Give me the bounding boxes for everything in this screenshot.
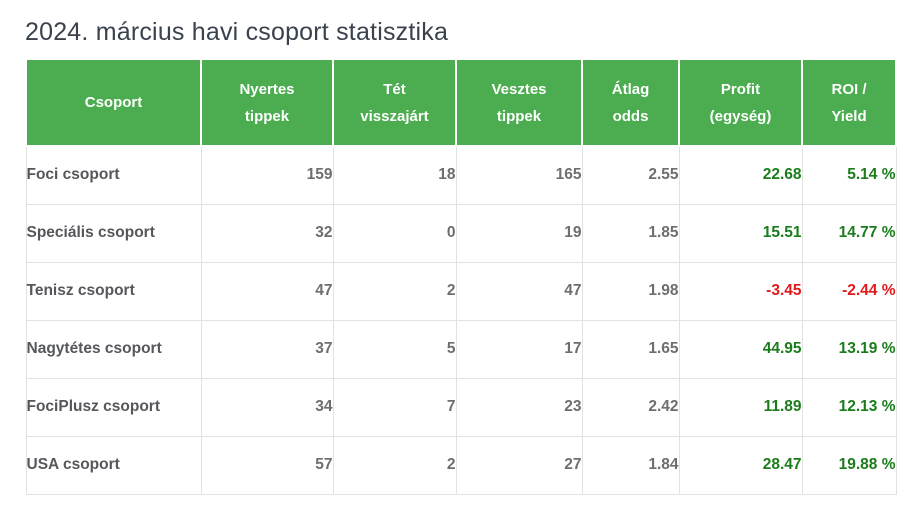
table-row-foci: Foci csoport 159 18 165 2.55 22.68 5.14 … [25, 145, 897, 205]
cell-profit: 11.89 [678, 377, 803, 437]
table-header: Csoport Nyertes tippek Tét visszajárt Ve… [25, 58, 897, 147]
group-statistics-table: Csoport Nyertes tippek Tét visszajárt Ve… [25, 58, 897, 495]
cell-profit: 15.51 [678, 203, 803, 263]
cell-roi: -2.44 % [801, 261, 897, 321]
cell-lost-tips: 17 [455, 319, 583, 379]
cell-avg-odds: 1.84 [581, 435, 680, 495]
cell-group-name: Speciális csoport [25, 203, 202, 263]
table-row-nagytetes: Nagytétes csoport 37 5 17 1.65 44.95 13.… [25, 319, 897, 379]
table-row-specialis: Speciális csoport 32 0 19 1.85 15.51 14.… [25, 203, 897, 263]
cell-group-name: Tenisz csoport [25, 261, 202, 321]
cell-roi: 5.14 % [801, 145, 897, 205]
cell-stake-returned: 7 [332, 377, 457, 437]
header-cell-nyertes-tippek: Nyertes tippek [200, 58, 334, 147]
cell-lost-tips: 47 [455, 261, 583, 321]
table-body: Foci csoport 159 18 165 2.55 22.68 5.14 … [25, 145, 897, 495]
cell-lost-tips: 19 [455, 203, 583, 263]
header-cell-vesztes-tippek: Vesztes tippek [455, 58, 583, 147]
table-row-usa: USA csoport 57 2 27 1.84 28.47 19.88 % [25, 435, 897, 495]
cell-won-tips: 34 [200, 377, 334, 437]
cell-group-name: USA csoport [25, 435, 202, 495]
cell-avg-odds: 1.98 [581, 261, 680, 321]
cell-avg-odds: 1.85 [581, 203, 680, 263]
header-cell-profit: Profit (egység) [678, 58, 803, 147]
content-area: 2024. március havi csoport statisztika C… [25, 18, 897, 495]
cell-stake-returned: 2 [332, 435, 457, 495]
cell-avg-odds: 2.55 [581, 145, 680, 205]
cell-stake-returned: 5 [332, 319, 457, 379]
cell-profit: 44.95 [678, 319, 803, 379]
cell-group-name: Nagytétes csoport [25, 319, 202, 379]
cell-lost-tips: 165 [455, 145, 583, 205]
cell-stake-returned: 2 [332, 261, 457, 321]
header-cell-atlag-odds: Átlag odds [581, 58, 680, 147]
header-row: Csoport Nyertes tippek Tét visszajárt Ve… [25, 58, 897, 147]
cell-lost-tips: 23 [455, 377, 583, 437]
cell-roi: 12.13 % [801, 377, 897, 437]
cell-roi: 19.88 % [801, 435, 897, 495]
header-cell-tet-visszajart: Tét visszajárt [332, 58, 457, 147]
cell-won-tips: 37 [200, 319, 334, 379]
cell-won-tips: 159 [200, 145, 334, 205]
cell-avg-odds: 2.42 [581, 377, 680, 437]
cell-won-tips: 32 [200, 203, 334, 263]
cell-won-tips: 57 [200, 435, 334, 495]
cell-roi: 14.77 % [801, 203, 897, 263]
cell-stake-returned: 0 [332, 203, 457, 263]
cell-group-name: Foci csoport [25, 145, 202, 205]
cell-profit: 22.68 [678, 145, 803, 205]
cell-group-name: FociPlusz csoport [25, 377, 202, 437]
table-row-tenisz: Tenisz csoport 47 2 47 1.98 -3.45 -2.44 … [25, 261, 897, 321]
cell-profit: -3.45 [678, 261, 803, 321]
cell-stake-returned: 18 [332, 145, 457, 205]
header-cell-roi-yield: ROI / Yield [801, 58, 897, 147]
cell-lost-tips: 27 [455, 435, 583, 495]
page-title: 2024. március havi csoport statisztika [25, 18, 449, 46]
cell-won-tips: 47 [200, 261, 334, 321]
cell-profit: 28.47 [678, 435, 803, 495]
cell-roi: 13.19 % [801, 319, 897, 379]
table-row-fociplusz: FociPlusz csoport 34 7 23 2.42 11.89 12.… [25, 377, 897, 437]
header-cell-csoport: Csoport [25, 58, 202, 147]
cell-avg-odds: 1.65 [581, 319, 680, 379]
